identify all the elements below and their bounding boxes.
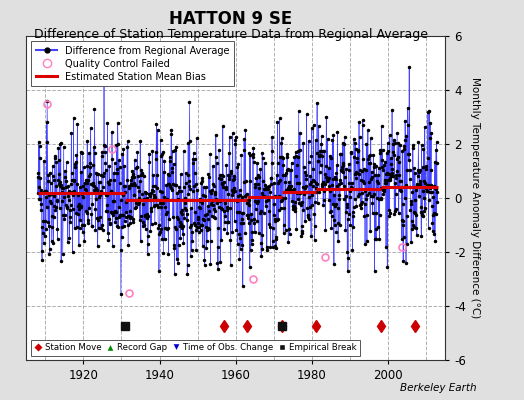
Text: Difference of Station Temperature Data from Regional Average: Difference of Station Temperature Data f… [34,28,428,41]
Text: Berkeley Earth: Berkeley Earth [400,383,477,393]
Legend: Station Move, Record Gap, Time of Obs. Change, Empirical Break: Station Move, Record Gap, Time of Obs. C… [30,340,359,356]
Y-axis label: Monthly Temperature Anomaly Difference (°C): Monthly Temperature Anomaly Difference (… [470,77,480,319]
Text: HATTON 9 SE: HATTON 9 SE [169,10,292,28]
